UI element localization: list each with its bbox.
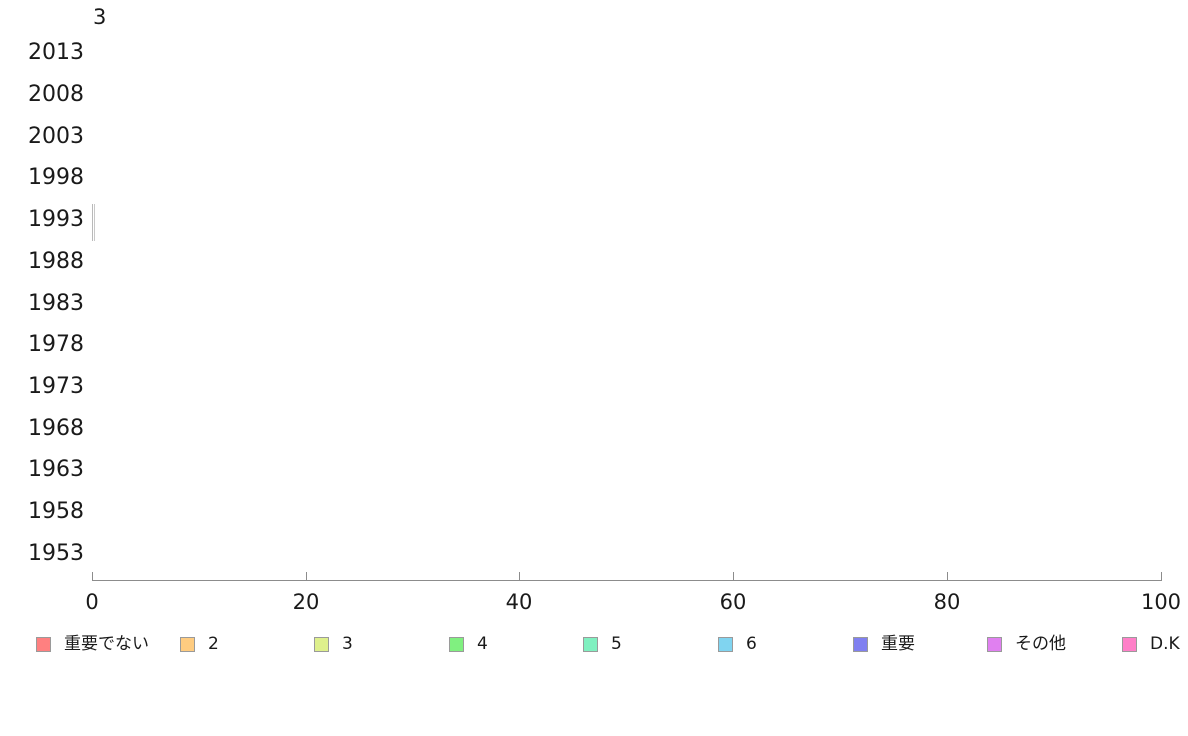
legend-item-2[interactable]: 2 [180,632,219,656]
bar-row-2003 [92,119,1161,156]
x-tick-80 [947,572,948,580]
y-tick-label-2008: 2008 [28,82,84,107]
bar-row-2013 [92,36,1161,73]
legend-item-3[interactable]: 3 [314,632,353,656]
y-tick-label-1978: 1978 [28,332,84,357]
x-tick-0 [92,572,93,580]
plot-area [92,6,1161,580]
x-tick-label-60: 60 [719,590,747,614]
x-tick-60 [733,572,734,580]
x-tick-20 [306,572,307,580]
y-tick-label-1998: 1998 [28,165,84,190]
bar-row-1998 [92,161,1161,198]
x-tick-label-20: 20 [292,590,320,614]
legend-swatch-icon [583,636,598,652]
y-axis-labels: 2013 2008 2003 1998 1993 1988 1983 1978 1973 1968… [0,0,84,580]
y-tick-label-1973: 1973 [28,374,84,399]
x-tick-label-0: 0 [85,590,99,614]
legend-item-label: その他 [1015,634,1066,654]
y-tick-label-1958: 1958 [28,499,84,524]
legend-item-label: 重要 [881,634,915,654]
y-tick-label-1953: 1953 [28,541,84,566]
legend-item-1[interactable]: 重要でない [36,632,149,656]
legend-item-label: 5 [611,634,622,654]
x-tick-100 [1161,572,1162,580]
legend-item-label: 6 [746,634,757,654]
legend-swatch-icon [36,636,51,652]
y-tick-label-1993: 1993 [28,207,84,232]
bar-row-1983 [92,286,1161,323]
legend-item-label: 2 [208,634,219,654]
y-tick-label-1963: 1963 [28,457,84,482]
y-tick-label-1968: 1968 [28,416,84,441]
legend-item-label: D.K [1150,634,1180,654]
bar-row-1978 [92,328,1161,365]
legend-item-label: 重要でない [64,634,149,654]
x-tick-label-80: 80 [933,590,961,614]
legend-item-9[interactable]: D.K [1122,632,1180,656]
chart-legend: 重要でない 2 3 4 5 6 重要 その他 D.K [0,632,1188,656]
bar-row-1953 [92,536,1161,573]
x-tick-label-100: 100 [1140,590,1182,614]
bar-row-1968 [92,411,1161,448]
legend-item-5[interactable]: 5 [583,632,622,656]
legend-item-label: 4 [477,634,488,654]
bar-row-1988 [92,245,1161,282]
bar-segment [92,203,95,241]
bar-row-1963 [92,453,1161,490]
legend-swatch-icon [449,636,464,652]
legend-item-8[interactable]: その他 [987,632,1066,656]
legend-item-4[interactable]: 4 [449,632,488,656]
y-tick-label-2003: 2003 [28,124,84,149]
legend-item-7[interactable]: 重要 [853,632,915,656]
y-tick-label-2013: 2013 [28,40,84,65]
legend-swatch-icon [180,636,195,652]
x-tick-label-40: 40 [505,590,533,614]
bar-row-1958 [92,495,1161,532]
bar-row-2008 [92,78,1161,115]
legend-item-label: 3 [342,634,353,654]
x-tick-40 [519,572,520,580]
bar-row-1973 [92,370,1161,407]
legend-swatch-icon [314,636,329,652]
legend-swatch-icon [1122,636,1137,652]
legend-swatch-icon [987,636,1002,652]
legend-item-6[interactable]: 6 [718,632,757,656]
bar-row-1993 [92,203,1161,241]
legend-swatch-icon [718,636,733,652]
x-axis-line [92,580,1162,581]
stray-data-label: 3 [93,5,107,29]
y-tick-label-1988: 1988 [28,249,84,274]
y-tick-label-1983: 1983 [28,291,84,316]
legend-swatch-icon [853,636,868,652]
